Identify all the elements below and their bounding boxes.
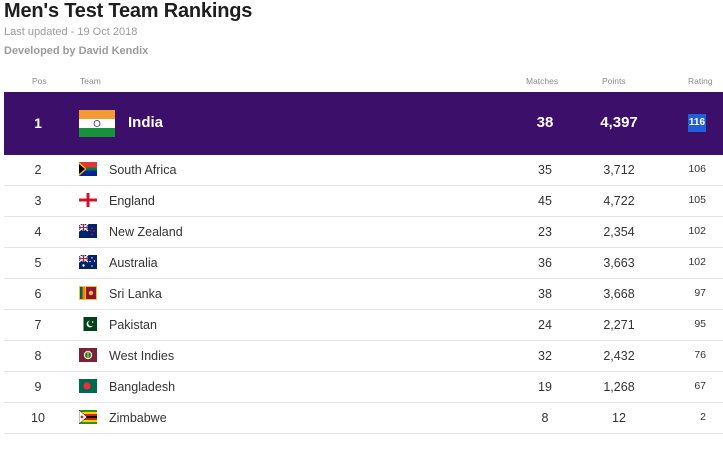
row-team-name: South Africa: [109, 163, 177, 177]
row-points: 2,354: [603, 225, 635, 239]
row-matches: 8: [541, 411, 549, 425]
row-team-name: West Indies: [109, 349, 175, 363]
table-row[interactable]: 9 Bangladesh 19 1,268 67: [4, 372, 723, 403]
row-matches: 38: [536, 114, 554, 131]
row-points: 3,668: [603, 287, 635, 301]
row-matches: 36: [538, 256, 552, 270]
australia-flag-icon: [79, 255, 97, 269]
row-pos: 4: [34, 225, 42, 239]
table-row[interactable]: 6 Sri Lanka 38 3,668 97: [4, 279, 723, 310]
row-pos: 3: [34, 194, 42, 208]
row-rating: 97: [694, 287, 706, 299]
row-team-name: New Zealand: [109, 225, 183, 239]
page-title: Men's Test Team Rankings: [4, 0, 253, 22]
table-row[interactable]: 8 West Indies 32 2,432 76: [4, 341, 723, 372]
row-matches: 19: [538, 380, 552, 394]
row-points: 2,271: [603, 318, 635, 332]
row-rating: 76: [694, 349, 706, 361]
row-matches: 32: [538, 349, 552, 363]
row-team-name: Bangladesh: [109, 380, 176, 394]
row-points: 3,663: [603, 256, 635, 270]
row-team-name: Australia: [109, 256, 158, 270]
bangladesh-flag-icon: [79, 379, 97, 393]
row-rating: 102: [688, 256, 706, 268]
table-row[interactable]: 7 Pakistan 24 2,271 95: [4, 310, 723, 341]
row-matches: 45: [538, 194, 552, 208]
row-team-name: England: [109, 194, 155, 208]
table-row[interactable]: 4 New Zealand 23 2,354 102: [4, 217, 723, 248]
row-pos: 6: [34, 287, 42, 301]
new-zealand-flag-icon: [79, 224, 97, 238]
table-row[interactable]: 5 Australia 36 3,663 102: [4, 248, 723, 279]
table-header: Pos Team Matches Points Rating: [0, 70, 723, 92]
developer-credit: Developed by David Kendix: [4, 45, 149, 57]
table-row[interactable]: 3 England 45 4,722 105: [4, 186, 723, 217]
row-pos: 9: [34, 380, 42, 394]
table-row[interactable]: 10 Zimbabwe 8 12 2: [4, 403, 723, 434]
row-pos: 7: [34, 318, 42, 332]
row-rating: 106: [688, 163, 706, 175]
row-rating: 67: [694, 380, 706, 392]
row-pos: 10: [31, 411, 45, 425]
south-africa-flag-icon: [79, 162, 97, 176]
row-points: 4,722: [603, 194, 635, 208]
row-points: 1,268: [603, 380, 635, 394]
column-header-team: Team: [80, 76, 101, 86]
row-team-name: Sri Lanka: [109, 287, 162, 301]
row-matches: 23: [538, 225, 552, 239]
england-flag-icon: [79, 193, 97, 207]
row-pos: 8: [34, 349, 42, 363]
row-rating: 105: [688, 194, 706, 206]
row-team-name: India: [128, 114, 164, 131]
rankings-table: 2 South Africa 35 3,712 106 3 England 45…: [4, 155, 723, 434]
column-header-rating: Rating: [688, 76, 713, 86]
row-points: 4,397: [600, 114, 638, 131]
west-indies-flag-icon: [79, 348, 97, 362]
zimbabwe-flag-icon: [79, 410, 97, 424]
row-pos: 2: [34, 163, 42, 177]
row-matches: 38: [538, 287, 552, 301]
pakistan-flag-icon: [79, 317, 97, 331]
row-rating: 2: [700, 411, 706, 423]
column-header-pos: Pos: [32, 76, 47, 86]
row-points: 2,432: [603, 349, 635, 363]
row-team-name: Zimbabwe: [109, 411, 167, 425]
last-updated: Last updated - 19 Oct 2018: [4, 26, 138, 38]
row-matches: 35: [538, 163, 552, 177]
row-rating: 102: [688, 225, 706, 237]
rating-badge: 116: [688, 114, 706, 132]
row-team-name: Pakistan: [109, 318, 157, 332]
india-flag-icon: [79, 110, 115, 137]
row-points: 12: [612, 411, 626, 425]
row-pos: 5: [34, 256, 42, 270]
table-row[interactable]: 2 South Africa 35 3,712 106: [4, 155, 723, 186]
row-pos: 1: [34, 115, 42, 131]
row-points: 3,712: [603, 163, 635, 177]
column-header-matches: Matches: [526, 76, 559, 86]
column-header-points: Points: [602, 76, 626, 86]
table-row-top[interactable]: 1 India 38 4,397 116: [4, 92, 723, 155]
row-rating: 95: [694, 318, 706, 330]
row-matches: 24: [538, 318, 552, 332]
sri-lanka-flag-icon: [79, 286, 97, 300]
